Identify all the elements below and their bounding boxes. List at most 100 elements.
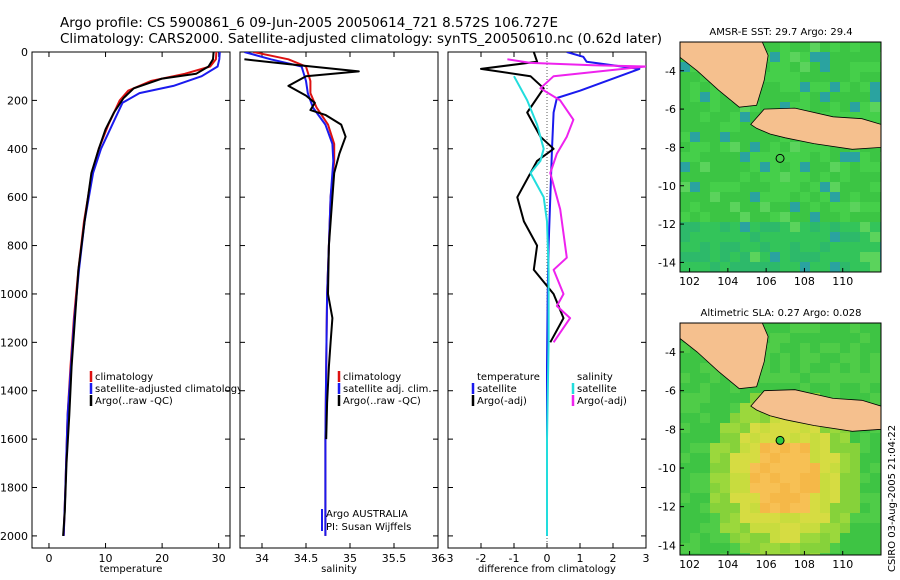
heatmap-cell [880, 403, 881, 414]
heatmap-cell [710, 443, 721, 454]
heatmap-cell [740, 262, 751, 272]
heatmap-cell [720, 92, 731, 103]
heatmap-cell [810, 162, 821, 173]
heatmap-cell [750, 182, 761, 193]
heatmap-cell [750, 102, 761, 113]
difference-series [480, 52, 646, 536]
heatmap-cell [800, 473, 811, 484]
heatmap-cell [720, 132, 731, 143]
heatmap-cell [690, 152, 701, 163]
heatmap-cell [800, 333, 811, 344]
heatmap-cell [880, 262, 881, 272]
heatmap-cell [680, 112, 691, 123]
heatmap-cell [760, 443, 771, 454]
heatmap-cell [850, 212, 861, 223]
heatmap-cell [790, 262, 801, 272]
heatmap-cell [740, 212, 751, 223]
heatmap-cell [860, 363, 871, 374]
heatmap-cell [710, 92, 721, 103]
heatmap-cell [720, 122, 731, 133]
heatmap-cell [880, 373, 881, 384]
heatmap-cell [790, 343, 801, 354]
heatmap-cell [750, 212, 761, 223]
heatmap-cell [880, 102, 881, 113]
heatmap-cell [800, 423, 811, 434]
heatmap-cell [840, 162, 851, 173]
heatmap-cell [830, 212, 841, 223]
heatmap-cell [850, 42, 861, 53]
heatmap-cell [760, 152, 771, 163]
heatmap-cell [690, 192, 701, 203]
heatmap-cell [770, 373, 781, 384]
heatmap-cell [880, 323, 881, 334]
heatmap-cell [770, 323, 781, 334]
heatmap-cell [710, 423, 721, 434]
x-tick-label: 34 [255, 552, 269, 565]
heatmap-cell [810, 52, 821, 63]
heatmap-cell [820, 543, 831, 554]
heatmap-cell [820, 162, 831, 173]
heatmap-cell [800, 363, 811, 374]
heatmap-cell [880, 132, 881, 143]
heatmap-cell [680, 513, 691, 524]
heatmap-cell [730, 413, 741, 424]
heatmap-cell [840, 52, 851, 63]
heatmap-cell [830, 383, 841, 394]
heatmap-cell [680, 182, 691, 193]
heatmap-cell [860, 112, 871, 123]
heatmap-cell [880, 363, 881, 374]
heatmap-cell [830, 252, 841, 263]
heatmap-cell [690, 363, 701, 374]
heatmap-cell [840, 363, 851, 374]
heatmap-cell [850, 543, 861, 554]
heatmap-cell [760, 463, 771, 474]
heatmap-cell [690, 222, 701, 233]
heatmap-cell [840, 473, 851, 484]
heatmap-cell [680, 373, 691, 384]
heatmap-cell [720, 473, 731, 484]
heatmap-cell [780, 353, 791, 364]
heatmap-cell [800, 463, 811, 474]
difference-panel: -3 -2 -1 0 1 2 3 difference from climatology t… [443, 51, 650, 575]
heatmap-cell [860, 543, 871, 554]
heatmap-cell [860, 393, 871, 404]
heatmap-cell [790, 52, 801, 63]
heatmap-cell [680, 353, 691, 364]
heatmap-cell [690, 513, 701, 524]
heatmap-cell [840, 92, 851, 103]
heatmap-cell [850, 433, 861, 444]
heatmap-cell [740, 102, 751, 113]
heatmap-cell [830, 503, 841, 514]
map-x-tick-label: 102 [679, 275, 700, 288]
heatmap-cell [760, 192, 771, 203]
heatmap-cell [720, 222, 731, 233]
heatmap-cell [800, 212, 811, 223]
heatmap-cell [710, 212, 721, 223]
heatmap-cell [740, 172, 751, 183]
heatmap-cell [780, 62, 791, 73]
heatmap-cell [680, 343, 691, 354]
temperature-plot-frame [31, 51, 231, 549]
heatmap-cell [700, 443, 711, 454]
heatmap-cell [710, 473, 721, 484]
heatmap-cell [860, 102, 871, 113]
heatmap-cell [820, 343, 831, 354]
heatmap-cell [740, 232, 751, 243]
heatmap-cell [730, 403, 741, 414]
x-tick-label: 30 [212, 552, 226, 565]
heatmap-cell [830, 533, 841, 544]
heatmap-cell [810, 252, 821, 263]
heatmap-cell [850, 152, 861, 163]
heatmap-cell [720, 513, 731, 524]
heatmap-cell [830, 333, 841, 344]
heatmap-cell [770, 242, 781, 253]
heatmap-cell [810, 353, 821, 364]
heatmap-cell [800, 72, 811, 83]
heatmap-cell [800, 513, 811, 524]
heatmap-cell [860, 513, 871, 524]
heatmap-cell [860, 72, 871, 83]
heatmap-cell [860, 553, 871, 555]
heatmap-cell [720, 503, 731, 514]
heatmap-cell [770, 413, 781, 424]
